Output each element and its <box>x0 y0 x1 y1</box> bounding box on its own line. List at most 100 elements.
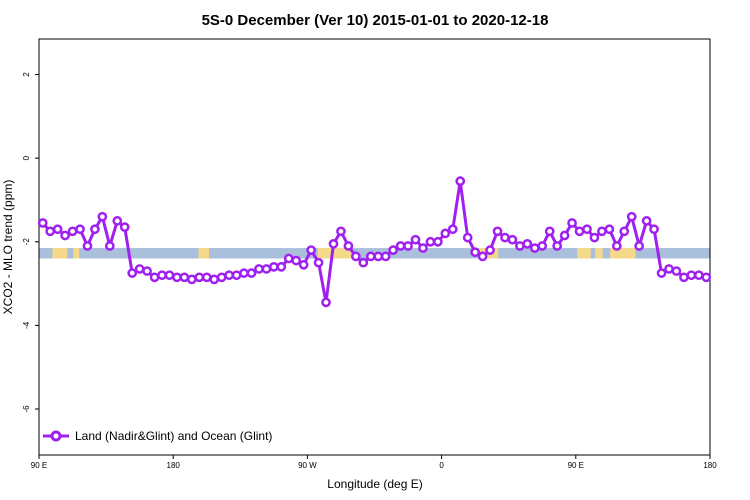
ocean-band <box>39 248 710 259</box>
data-point <box>164 270 175 281</box>
land-segment <box>52 248 68 259</box>
legend-label: Land (Nadir&Glint) and Ocean (Glint) <box>75 429 272 443</box>
data-point <box>75 224 85 235</box>
data-point <box>403 241 413 251</box>
data-point <box>82 241 93 251</box>
data-point <box>649 224 659 235</box>
land-segment <box>577 248 591 259</box>
x-tick-label: 90 W <box>298 461 317 470</box>
x-tick-label: 90 E <box>31 461 47 470</box>
data-point <box>634 241 645 251</box>
data-point <box>209 274 220 285</box>
data-point <box>269 262 279 272</box>
data-point <box>559 230 570 241</box>
data-point <box>67 226 78 237</box>
land-segment <box>595 248 603 259</box>
y-tick-label: -4 <box>22 321 31 329</box>
data-point <box>656 268 667 278</box>
data-point <box>134 264 145 274</box>
data-point <box>664 264 674 274</box>
data-point <box>574 226 585 237</box>
x-tick-label: 180 <box>167 461 181 470</box>
data-point <box>597 226 607 237</box>
data-point <box>358 257 369 268</box>
data-point <box>291 255 302 266</box>
data-point <box>492 226 503 237</box>
data-point <box>522 239 533 249</box>
data-point <box>388 245 398 255</box>
land-segment <box>73 248 80 259</box>
data-point <box>470 247 480 258</box>
data-point <box>500 232 510 243</box>
data-point <box>157 270 167 281</box>
data-point <box>440 228 451 239</box>
data-point <box>97 211 108 222</box>
data-point <box>60 230 70 241</box>
data-point <box>224 270 234 281</box>
data-point <box>373 251 384 262</box>
data-point <box>321 297 331 308</box>
data-point <box>127 268 138 278</box>
x-tick-label: 90 E <box>568 461 584 470</box>
x-tick-label: 180 <box>703 461 717 470</box>
legend-marker-swatch <box>50 430 62 442</box>
data-point <box>172 272 182 283</box>
data-point <box>611 241 622 251</box>
data-point <box>686 270 697 281</box>
data-point <box>589 232 600 243</box>
data-point <box>119 222 130 232</box>
data-point <box>433 236 443 247</box>
y-axis-label: XCO2 - MLO trend (ppm) <box>1 180 15 315</box>
data-point <box>544 226 555 237</box>
data-point <box>619 226 630 237</box>
data-point <box>693 270 704 281</box>
land-segment <box>198 248 209 259</box>
data-point <box>679 272 689 283</box>
data-point <box>343 241 354 251</box>
data-point <box>604 224 615 235</box>
data-point <box>283 253 294 264</box>
data-point <box>306 245 316 255</box>
data-point <box>515 241 525 251</box>
series-layer <box>37 176 712 308</box>
x-tick-label: 0 <box>439 461 444 470</box>
data-point <box>90 224 100 235</box>
data-point <box>261 264 272 274</box>
data-point <box>477 251 488 262</box>
data-point <box>149 272 160 283</box>
land-segment <box>317 248 353 259</box>
data-point <box>179 272 190 283</box>
y-tick-label: -6 <box>22 405 31 413</box>
data-point <box>37 218 48 228</box>
data-point <box>567 218 577 228</box>
data-point <box>351 251 361 262</box>
data-point <box>313 257 324 268</box>
data-point <box>582 224 592 235</box>
y-tick-label: -2 <box>22 238 31 246</box>
data-point <box>104 241 115 251</box>
data-point <box>701 272 712 283</box>
series-line <box>41 179 707 304</box>
data-point <box>410 234 421 245</box>
data-point <box>671 266 682 276</box>
data-point <box>380 251 391 262</box>
data-point <box>298 259 309 270</box>
y-tick-label: 2 <box>22 72 31 77</box>
data-point <box>626 211 637 222</box>
data-point <box>142 266 152 276</box>
data-point <box>52 224 63 235</box>
data-point <box>328 239 339 249</box>
data-point <box>365 251 376 262</box>
data-point <box>447 224 458 235</box>
data-point <box>231 270 242 281</box>
plot-frame <box>38 38 711 456</box>
data-point <box>485 245 495 255</box>
data-point <box>336 226 346 237</box>
data-point <box>462 232 473 243</box>
data-point <box>395 241 406 251</box>
data-point <box>537 241 548 251</box>
data-point <box>552 241 563 251</box>
land-segment <box>610 248 636 259</box>
data-point <box>455 176 466 187</box>
